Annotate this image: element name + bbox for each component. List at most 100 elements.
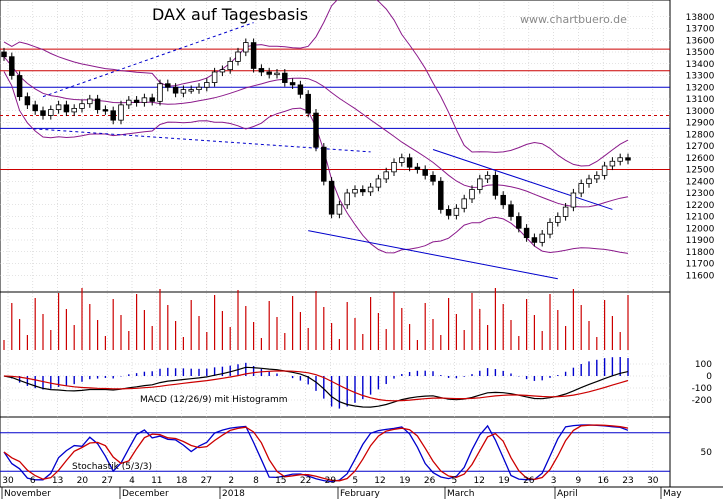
candle-body	[71, 108, 77, 113]
price-tick-label: 12100	[686, 213, 715, 223]
stoch-tick-label: 50	[701, 448, 713, 458]
candle-body	[110, 110, 116, 121]
candle-body	[328, 180, 335, 215]
price-tick-label: 13400	[686, 60, 715, 70]
price-tick-label: 13000	[686, 107, 715, 117]
candle-body	[453, 207, 460, 216]
candle-body	[555, 216, 561, 223]
stochastic-label: Stochastik (5/3/3)	[72, 462, 152, 472]
price-tick-label: 13600	[686, 36, 715, 46]
candle-body	[313, 112, 319, 148]
candle-body	[126, 99, 132, 106]
candle-body	[399, 157, 405, 163]
price-tick-label: 11900	[686, 236, 715, 246]
candle-body	[196, 86, 202, 90]
price-tick-label: 13800	[686, 13, 715, 23]
macd-layer	[3, 288, 629, 409]
candle-body	[243, 42, 249, 53]
macd-signal-line	[3, 370, 629, 402]
candle-body	[570, 192, 577, 208]
month-label: December	[122, 489, 169, 499]
candle-body	[235, 51, 241, 62]
stochastic-layer	[3, 424, 629, 483]
month-label: November	[4, 489, 51, 499]
watermark-text: www.chartbuero.de	[520, 13, 627, 26]
bollinger-middle	[3, 56, 629, 208]
candle-body	[87, 98, 93, 105]
candles-layer	[1, 38, 631, 247]
price-tick-label: 12800	[686, 130, 715, 140]
candle-body	[305, 93, 311, 114]
candle-body	[336, 204, 343, 215]
x-tick-label: 3	[551, 476, 557, 486]
x-tick-label: 16	[597, 476, 609, 486]
candle-body	[180, 89, 187, 94]
candle-body	[250, 42, 257, 69]
candle-body	[274, 72, 280, 76]
candle-body	[118, 104, 124, 121]
x-tick-label: 11	[151, 476, 162, 486]
month-label: 2018	[222, 489, 245, 499]
macd-label: MACD (12/26/9) mit Histogramm	[140, 395, 288, 405]
month-label: March	[447, 489, 474, 499]
candle-body	[391, 162, 397, 173]
price-tick-label: 11700	[686, 260, 715, 270]
macd-tick-label: -100	[692, 384, 713, 394]
candle-body	[445, 209, 452, 216]
x-tick-label: 19	[399, 476, 411, 486]
x-tick-label: 12	[374, 476, 385, 486]
candle-body	[321, 146, 327, 182]
x-tick-label: 30	[2, 476, 14, 486]
x-tick-label: 5	[452, 476, 458, 486]
month-label: May	[663, 489, 682, 499]
trendlines-layer	[27, 22, 613, 280]
candle-body	[55, 104, 62, 110]
trendline-upper-dashed	[42, 22, 254, 98]
candle-body	[188, 89, 194, 92]
x-tick-label: 26	[424, 476, 436, 486]
macd-tick-label: -200	[692, 396, 713, 406]
candle-body	[360, 189, 366, 193]
candle-body	[1, 51, 7, 58]
candle-body	[282, 72, 288, 83]
price-tick-label: 12700	[686, 142, 715, 152]
x-tick-label: 29	[325, 476, 337, 486]
x-tick-label: 6	[30, 476, 36, 486]
candle-body	[258, 68, 265, 73]
x-tick-label: 26	[523, 476, 535, 486]
candle-body	[63, 104, 70, 113]
candle-body	[594, 174, 600, 180]
candle-body	[79, 103, 85, 109]
candle-body	[469, 189, 475, 200]
candle-body	[383, 171, 389, 180]
x-tick-label: 8	[253, 476, 259, 486]
horizontal-lines-layer	[0, 48, 670, 170]
x-tick-label: 4	[129, 476, 135, 486]
stoch-panel-frame	[0, 416, 671, 488]
candle-body	[102, 109, 109, 112]
x-tick-label: 5	[352, 476, 358, 486]
panel-frames	[0, 0, 671, 488]
stoch-k-line	[3, 424, 629, 483]
candle-body	[508, 204, 514, 217]
candle-body	[609, 160, 616, 167]
candle-body	[438, 180, 444, 210]
candle-body	[289, 82, 296, 86]
candle-body	[500, 194, 506, 206]
candle-body	[227, 61, 233, 71]
stoch-d-line	[3, 424, 629, 482]
price-tick-label: 13300	[686, 72, 715, 82]
candle-body	[24, 96, 31, 106]
candle-body	[297, 84, 304, 95]
candle-body	[523, 227, 530, 239]
candle-body	[16, 75, 23, 98]
candle-body	[266, 71, 272, 75]
axis-layer: 1160011700118001190012000121001220012300…	[0, 13, 723, 499]
chart-title: DAX auf Tagesbasis	[152, 5, 308, 24]
macd-line	[3, 366, 629, 408]
candle-body	[586, 178, 592, 184]
x-tick-label: 9	[576, 476, 582, 486]
candle-body	[531, 237, 538, 243]
candle-body	[516, 216, 522, 229]
